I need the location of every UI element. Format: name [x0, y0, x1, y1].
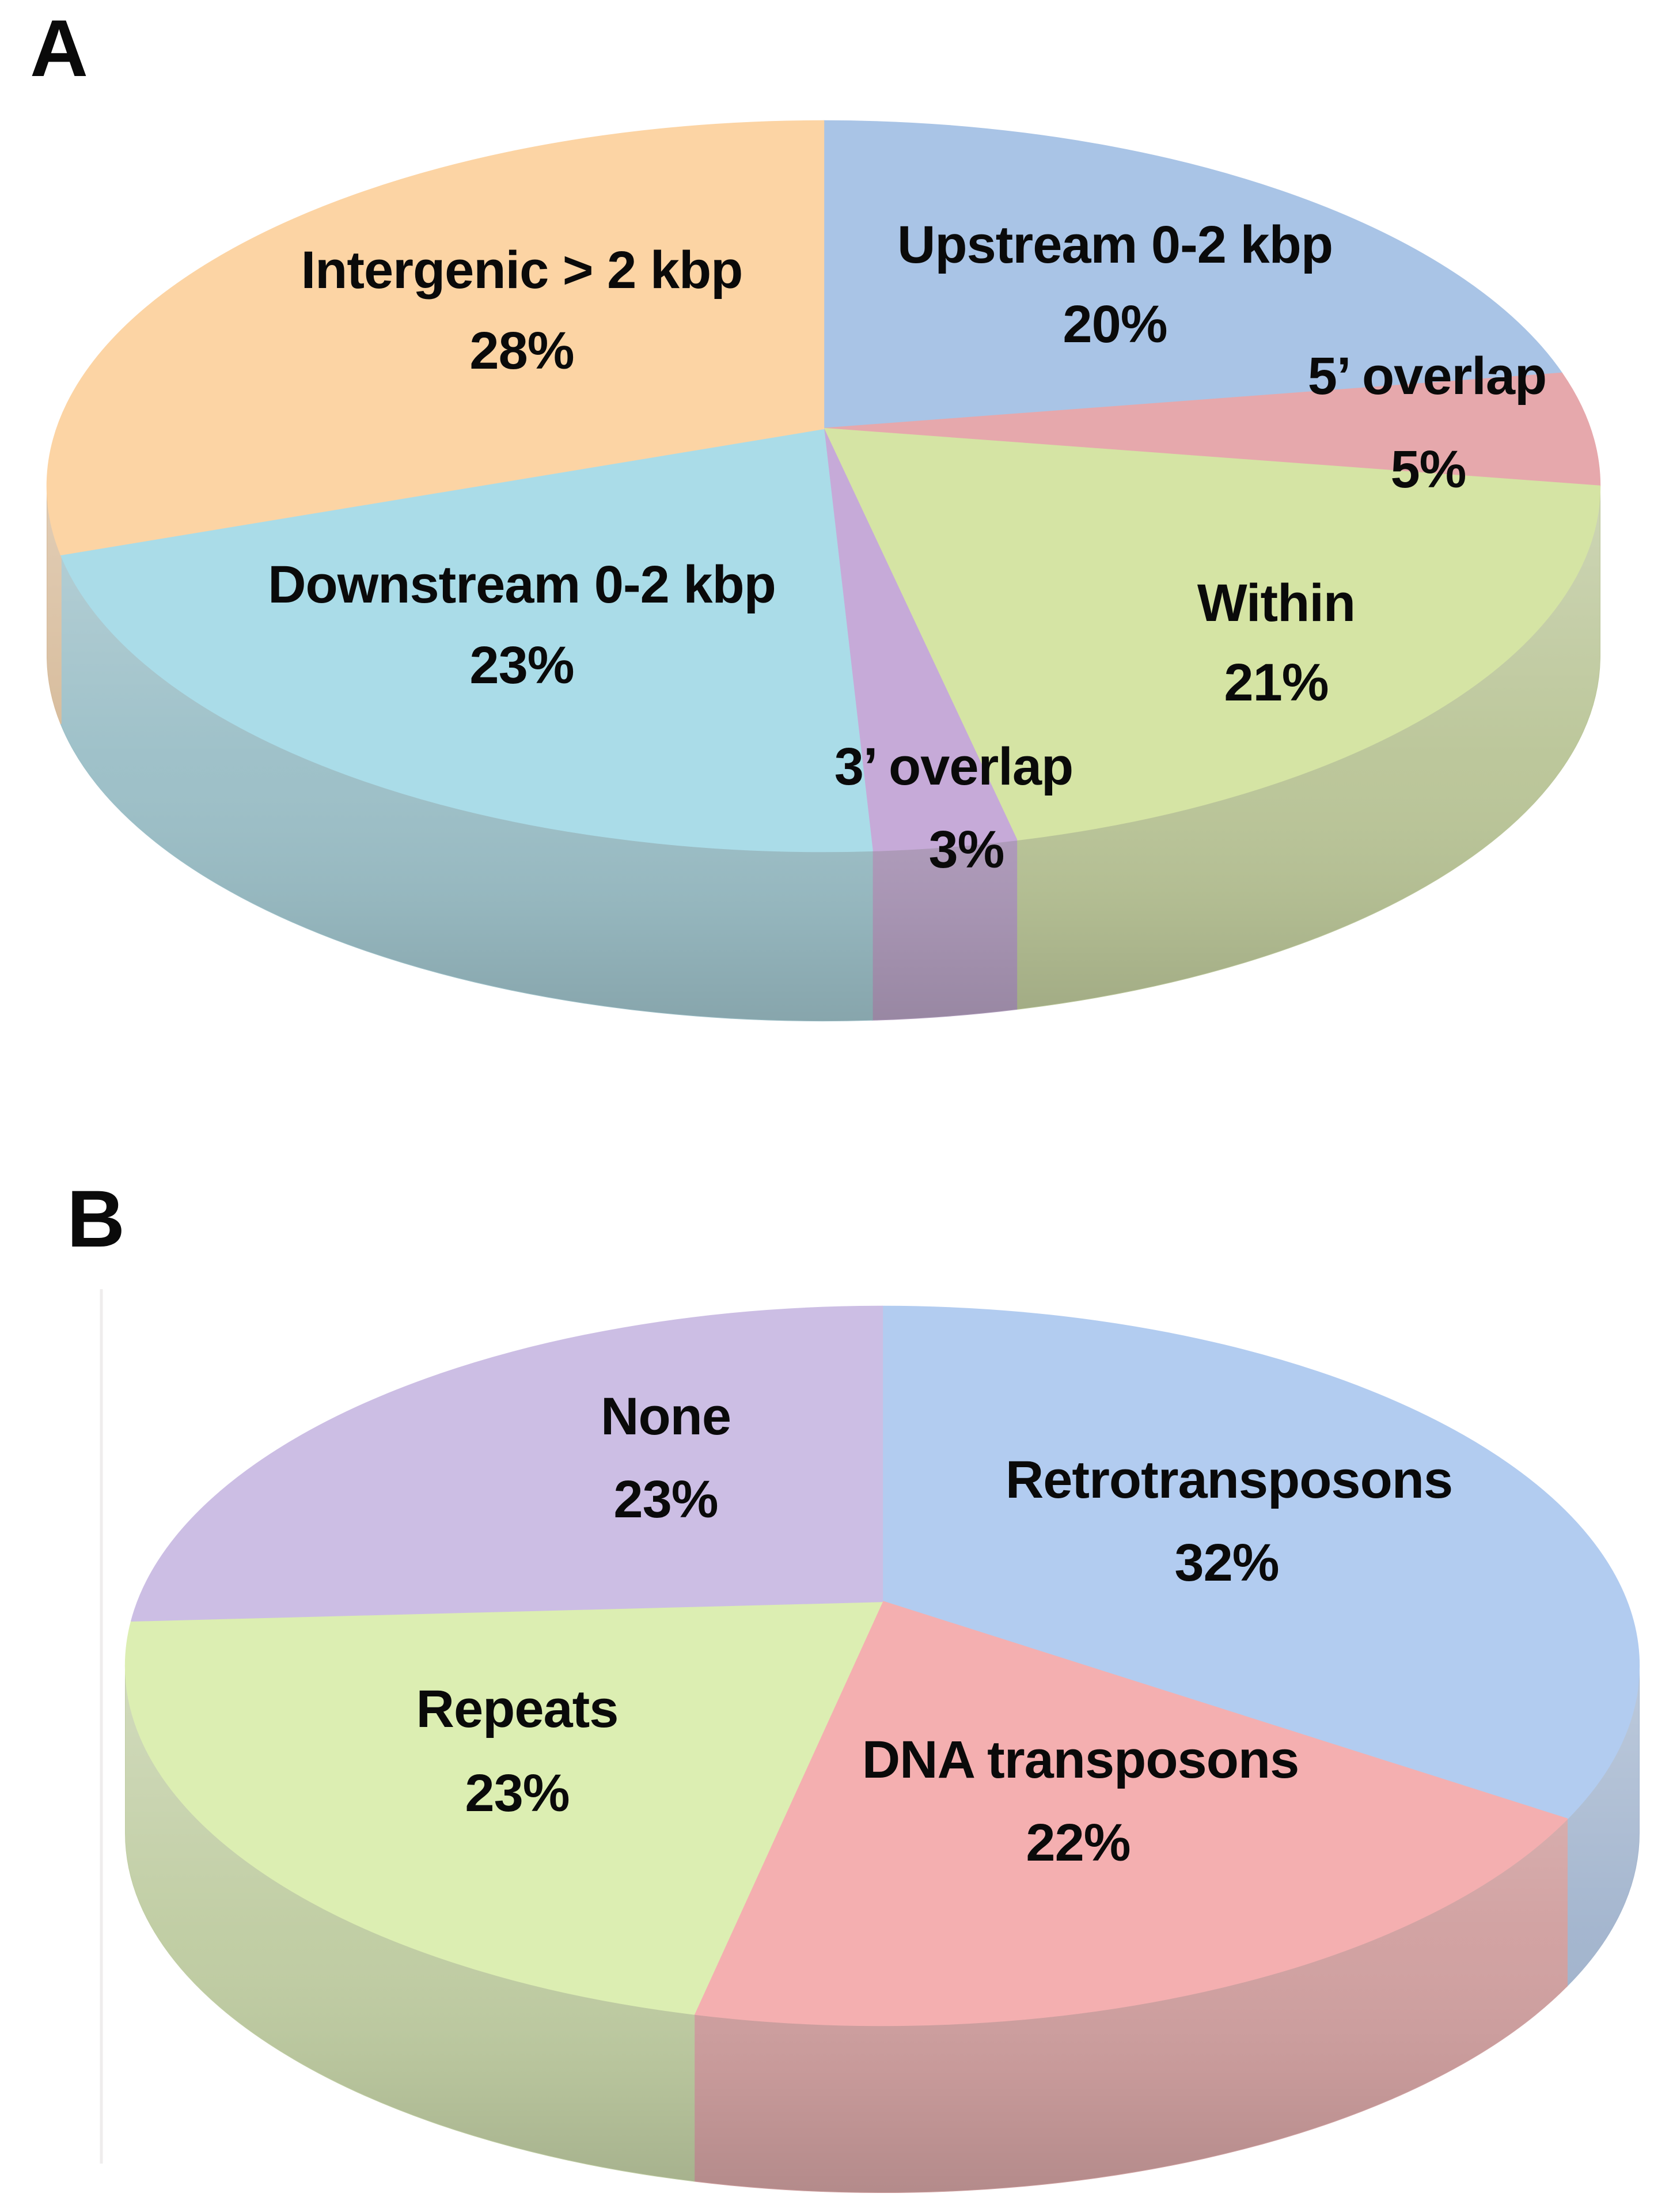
slice-label-3-overlap: 3’ overlap — [834, 737, 1073, 796]
slice-pct-dna-transposons: 22% — [1026, 1813, 1130, 1872]
slice-label-repeats: Repeats — [416, 1680, 619, 1738]
slice-label-within: Within — [1197, 574, 1355, 632]
slice-label-intergenic-2-kbp: Intergenic > 2 kbp — [301, 241, 743, 300]
slice-repeats — [124, 1600, 883, 2015]
slice-label-downstream-0-2-kbp: Downstream 0-2 kbp — [268, 555, 776, 614]
pie-chart-element-type: Retrotransposons 32% DNA transposons 22% Rep… — [124, 1305, 1640, 2194]
panel-letter-b: B — [67, 1173, 125, 1264]
slice-dna-transposons — [693, 1600, 1568, 2027]
slice-pct-repeats: 23% — [465, 1764, 569, 1823]
slice-label-5-overlap: 5’ overlap — [1308, 347, 1546, 406]
slice-3-overlap — [822, 427, 1018, 851]
slice-label-none: None — [601, 1387, 731, 1446]
pie-rim-shading — [126, 1666, 1639, 2193]
slice-pct-5-overlap: 5% — [1391, 440, 1466, 499]
slice-none — [131, 1305, 883, 1622]
slice-pct-intergenic-2-kbp: 28% — [469, 321, 574, 380]
pie-rim-shading — [47, 486, 1600, 1021]
slice-label-dna-transposons: DNA transposons — [862, 1730, 1299, 1789]
slice-within — [822, 427, 1601, 841]
slice-intergenic-2-kbp — [46, 120, 825, 555]
slice-downstream-0-2-kbp — [60, 427, 873, 853]
slice-5-overlap — [822, 372, 1601, 487]
pie-chart-genomic-location: Upstream 0-2 kbp 20% 5’ overlap 5% Within 21%… — [46, 120, 1601, 1022]
slice-pct-within: 21% — [1224, 653, 1328, 712]
slice-label-upstream-0-2-kbp: Upstream 0-2 kbp — [897, 215, 1333, 274]
slice-retrotransposons — [881, 1305, 1640, 1820]
slice-upstream-0-2-kbp — [822, 120, 1563, 430]
slice-label-retrotransposons: Retrotransposons — [1006, 1450, 1452, 1509]
slice-pct-3-overlap: 3% — [929, 820, 1004, 879]
slice-pct-none: 23% — [613, 1470, 718, 1529]
slice-pct-downstream-0-2-kbp: 23% — [469, 636, 574, 695]
slice-pct-retrotransposons: 32% — [1174, 1533, 1279, 1592]
panel-letter-a: A — [30, 3, 88, 93]
slice-pct-upstream-0-2-kbp: 20% — [1063, 295, 1167, 354]
